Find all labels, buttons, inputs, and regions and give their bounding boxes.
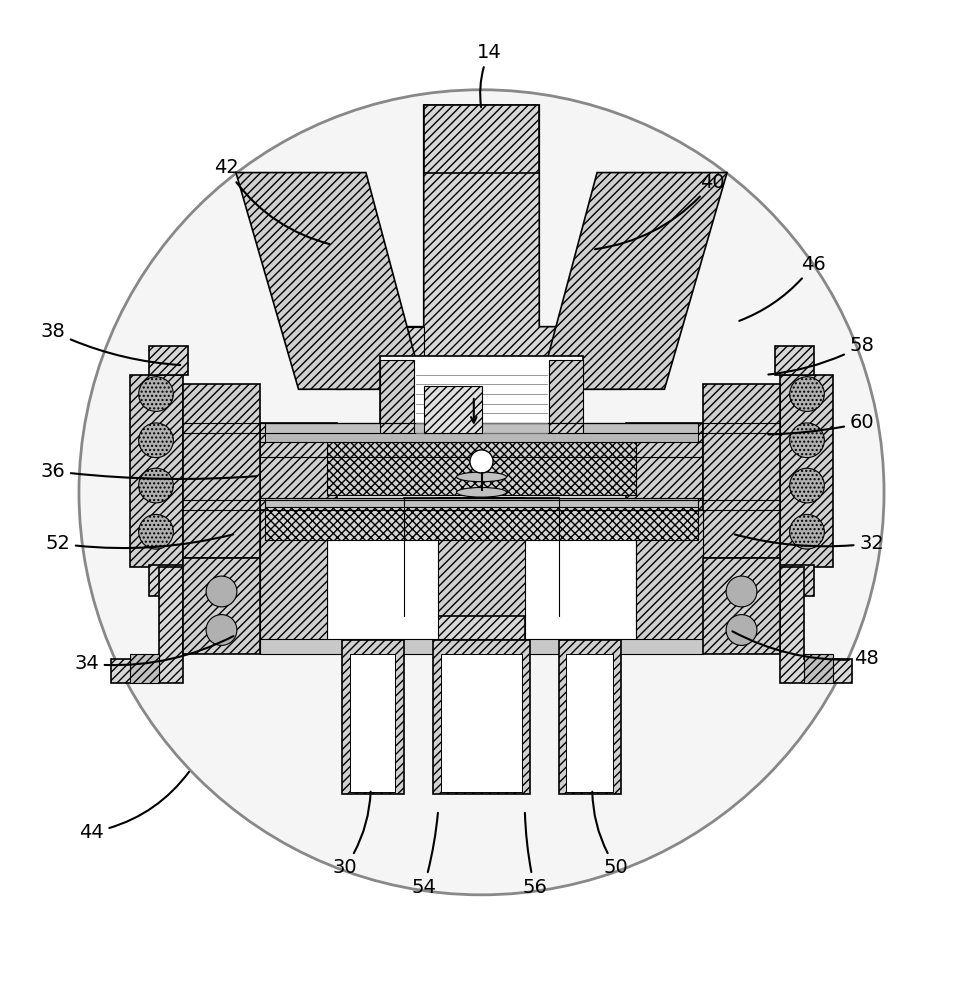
Circle shape: [139, 468, 173, 503]
Text: 44: 44: [79, 772, 189, 842]
Text: 48: 48: [733, 631, 879, 668]
Polygon shape: [327, 521, 438, 643]
Polygon shape: [183, 558, 260, 654]
Polygon shape: [265, 435, 698, 500]
Polygon shape: [183, 384, 260, 558]
Polygon shape: [265, 433, 698, 442]
Polygon shape: [299, 327, 424, 389]
Polygon shape: [260, 508, 703, 644]
Polygon shape: [337, 105, 626, 389]
Circle shape: [790, 468, 824, 503]
Circle shape: [726, 615, 757, 645]
Polygon shape: [265, 498, 698, 510]
Polygon shape: [350, 654, 395, 792]
Polygon shape: [404, 498, 559, 616]
Circle shape: [790, 377, 824, 411]
Polygon shape: [539, 173, 727, 389]
Circle shape: [470, 450, 493, 473]
Polygon shape: [780, 567, 852, 683]
Polygon shape: [260, 510, 327, 643]
Polygon shape: [775, 346, 814, 375]
Text: 34: 34: [74, 636, 233, 673]
Polygon shape: [559, 640, 621, 794]
Text: 58: 58: [768, 336, 874, 375]
Text: 60: 60: [768, 413, 874, 434]
Polygon shape: [438, 498, 525, 741]
Polygon shape: [149, 346, 188, 375]
Polygon shape: [549, 360, 583, 437]
Polygon shape: [703, 558, 780, 654]
Circle shape: [139, 423, 173, 458]
Text: 42: 42: [214, 158, 329, 244]
Text: 46: 46: [740, 255, 826, 321]
Polygon shape: [236, 173, 424, 389]
Circle shape: [139, 514, 173, 549]
Polygon shape: [327, 440, 636, 495]
Polygon shape: [342, 640, 404, 794]
Polygon shape: [424, 386, 482, 433]
Text: 56: 56: [522, 813, 547, 897]
Polygon shape: [433, 640, 530, 794]
Polygon shape: [260, 639, 703, 654]
Text: 38: 38: [40, 322, 180, 365]
Circle shape: [790, 514, 824, 549]
Text: 14: 14: [477, 43, 502, 107]
Polygon shape: [111, 567, 183, 683]
Polygon shape: [265, 423, 698, 435]
Text: 40: 40: [595, 173, 725, 249]
Polygon shape: [525, 521, 636, 643]
Polygon shape: [441, 654, 522, 792]
Circle shape: [790, 423, 824, 458]
Polygon shape: [703, 384, 780, 558]
Text: 52: 52: [45, 534, 233, 553]
Polygon shape: [130, 375, 183, 567]
Ellipse shape: [456, 487, 507, 497]
Text: 36: 36: [40, 462, 257, 481]
Polygon shape: [780, 375, 833, 567]
Polygon shape: [265, 507, 698, 540]
Polygon shape: [424, 105, 539, 173]
Polygon shape: [149, 565, 188, 596]
Ellipse shape: [456, 472, 507, 482]
Text: 32: 32: [735, 534, 884, 553]
Polygon shape: [130, 654, 159, 683]
Circle shape: [726, 576, 757, 607]
Circle shape: [206, 615, 237, 645]
Polygon shape: [636, 510, 703, 643]
Polygon shape: [380, 360, 414, 437]
Polygon shape: [566, 654, 613, 792]
Text: 54: 54: [411, 813, 438, 897]
Text: 50: 50: [592, 792, 629, 877]
Circle shape: [206, 576, 237, 607]
Circle shape: [139, 377, 173, 411]
Polygon shape: [260, 423, 337, 510]
Polygon shape: [804, 654, 833, 683]
Polygon shape: [626, 423, 703, 510]
Text: 30: 30: [332, 792, 371, 877]
Polygon shape: [380, 356, 583, 442]
Circle shape: [79, 90, 884, 895]
Polygon shape: [775, 565, 814, 596]
